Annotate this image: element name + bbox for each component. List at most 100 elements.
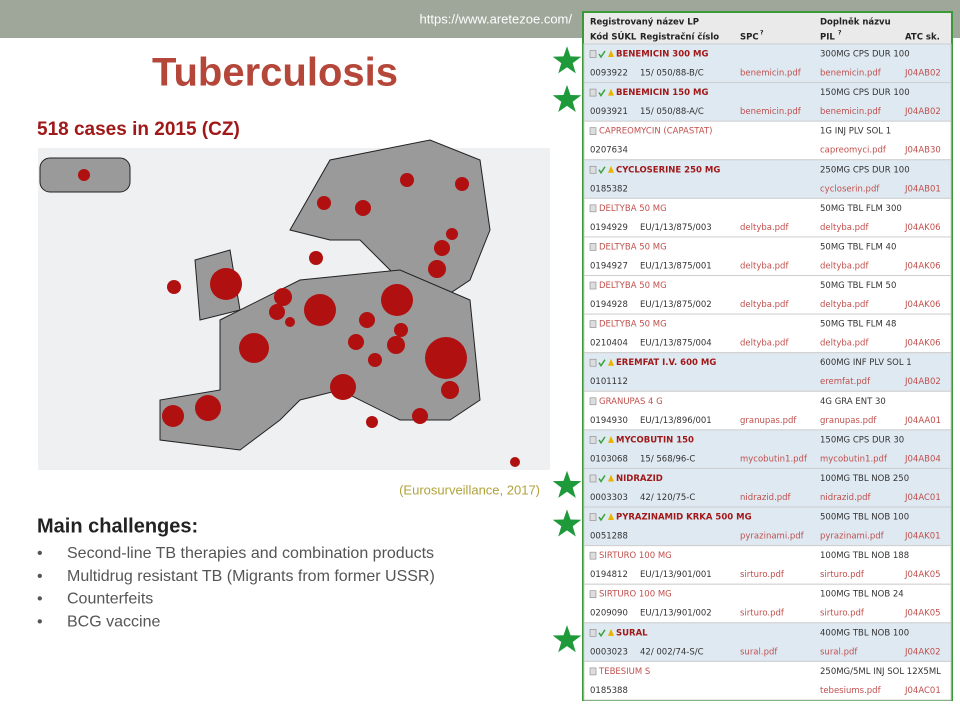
drug-name: DELTYBA 50 MG: [599, 281, 667, 291]
row-icon: [589, 243, 597, 251]
pil-link: sirturo.pdf: [820, 609, 865, 619]
row-icon: [589, 436, 597, 444]
drug-name: BENEMICIN 150 MG: [616, 88, 708, 98]
supplement: 4G GRA ENT 30: [820, 397, 886, 407]
supplement: 600MG INF PLV SOL 1: [820, 358, 912, 368]
bullet-dot: •: [37, 613, 43, 630]
drug-name: EREMFAT I.V. 600 MG: [616, 358, 716, 368]
check-icon: [598, 50, 606, 59]
table-row: MYCOBUTIN 150 150MG CPS DUR 30 0103068 15/ …: [583, 429, 952, 469]
drug-name: NIDRAZID: [616, 474, 663, 484]
row-icon: [589, 204, 597, 213]
row-bg: [583, 660, 952, 701]
supplement: 500MG TBL NOB 100: [820, 513, 909, 523]
supplement: 50MG TBL FLM 300: [820, 204, 902, 214]
table-row: BENEMICIN 300 MG 300MG CPS DUR 100 0093922…: [583, 43, 952, 84]
header-code: Kód SÚKL: [590, 31, 637, 43]
atc-code: J04AB02: [904, 377, 941, 387]
sukl-code: 0185388: [590, 686, 628, 696]
atc-code: J04AC01: [904, 686, 941, 696]
row-bg: [583, 467, 952, 508]
star: [552, 509, 582, 537]
reg-number: EU/1/13/875/001: [640, 261, 712, 271]
row-icon: [589, 551, 597, 560]
table-row: DELTYBA 50 MG 50MG TBL FLM 300 0194929 EU/1…: [583, 197, 952, 238]
warn-icon: [608, 474, 614, 482]
spc-link: sirturo.pdf: [740, 609, 785, 619]
star: [552, 46, 582, 74]
drug-name: SIRTURO 100 MG: [599, 590, 672, 600]
reg-number: EU/1/13/875/002: [640, 300, 712, 310]
table-row: SIRTURO 100 MG 100MG TBL NOB 24 0209090 EU/…: [583, 583, 952, 624]
pil-link: sural.pdf: [820, 647, 858, 657]
header-name: Registrovaný název LP: [590, 18, 699, 28]
cases-markers: [78, 169, 520, 467]
pil-link: capreomyci.pdf: [820, 146, 887, 156]
row-bg: [583, 506, 952, 547]
supplement: 1G INJ PLV SOL 1: [820, 127, 891, 137]
warn-icon: [608, 628, 614, 636]
pil-link: benemicin.pdf: [820, 107, 882, 117]
table-row: TEBESIUM S 250MG/5ML INJ SOL 12X5ML 018538…: [583, 660, 952, 701]
challenges-heading: Main challenges:: [37, 515, 198, 537]
row-icon: [589, 629, 597, 637]
pil-link: sirturo.pdf: [820, 570, 865, 580]
reg-number: EU/1/13/875/003: [640, 223, 712, 233]
pil-link: deltyba.pdf: [820, 223, 869, 233]
pil-link: deltyba.pdf: [820, 339, 869, 349]
bullet-text: Counterfeits: [67, 591, 153, 608]
pil-link: nidrazid.pdf: [820, 493, 872, 503]
row-bg: [583, 159, 952, 199]
supplement: 150MG CPS DUR 30: [820, 435, 904, 445]
bullet-list: • Second-line TB therapies and combinatio…: [37, 545, 435, 630]
supplement: 300MG CPS DUR 100: [820, 50, 910, 60]
check-icon: [598, 359, 606, 368]
star: [552, 84, 582, 112]
header-spc-sup: ?: [760, 30, 764, 37]
header-reg: Registrační číslo: [640, 32, 719, 43]
header-spc: SPC: [740, 33, 759, 43]
drug-name: CAPREOMYCIN (CAPASTAT): [599, 127, 712, 137]
row-icon: [589, 590, 597, 599]
drug-name: CYCLOSERINE 250 MG: [616, 165, 720, 175]
table-row: SURAL 400MG TBL NOB 100 0003023 42/ 002/74-…: [583, 622, 952, 662]
supplement: 250MG/5ML INJ SOL 12X5ML: [820, 667, 941, 677]
table-row: CYCLOSERINE 250 MG 250MG CPS DUR 100 01853…: [583, 159, 952, 199]
sukl-code: 0003023: [590, 647, 628, 657]
atc-code: J04AK02: [904, 647, 941, 657]
drug-name: GRANUPAS 4 G: [599, 397, 663, 407]
supplement: 400MG TBL NOB 100: [820, 628, 909, 638]
check-icon: [598, 166, 606, 175]
row-bg: [583, 583, 952, 624]
header-pil-sup: ?: [838, 30, 842, 37]
spc-link: deltyba.pdf: [740, 223, 789, 233]
map: [38, 139, 550, 470]
reg-number: EU/1/13/901/001: [640, 570, 712, 580]
url: https://www.aretezoe.com/: [420, 11, 573, 26]
drug-name: SIRTURO 100 MG: [599, 551, 672, 561]
spc-link: benemicin.pdf: [740, 107, 802, 117]
atc-code: J04AK06: [904, 261, 941, 271]
atc-code: J04AK01: [904, 532, 941, 542]
atc-code: J04AK06: [904, 339, 941, 349]
header-supplement: Doplněk názvu: [820, 17, 891, 28]
row-icon: [589, 397, 597, 406]
supplement: 100MG TBL NOB 24: [820, 590, 904, 600]
table-row: DELTYBA 50 MG 50MG TBL FLM 40 0194927 EU/1/…: [583, 236, 952, 277]
header-atc: ATC sk.: [905, 33, 940, 43]
row-bg: [583, 313, 952, 354]
sukl-code: 0101112: [590, 377, 628, 387]
pil-link: cycloserin.pdf: [820, 184, 880, 194]
drug-name: SURAL: [616, 628, 648, 638]
atc-code: J04AB04: [904, 454, 941, 464]
row-bg: [583, 236, 952, 277]
spc-link: sirturo.pdf: [740, 570, 785, 580]
sukl-code: 0194928: [590, 300, 628, 310]
warn-icon: [608, 513, 614, 521]
atc-code: J04AK06: [904, 300, 941, 310]
pil-link: eremfat.pdf: [820, 377, 871, 387]
spc-link: deltyba.pdf: [740, 339, 789, 349]
row-bg: [583, 197, 952, 238]
stars: [552, 46, 582, 653]
